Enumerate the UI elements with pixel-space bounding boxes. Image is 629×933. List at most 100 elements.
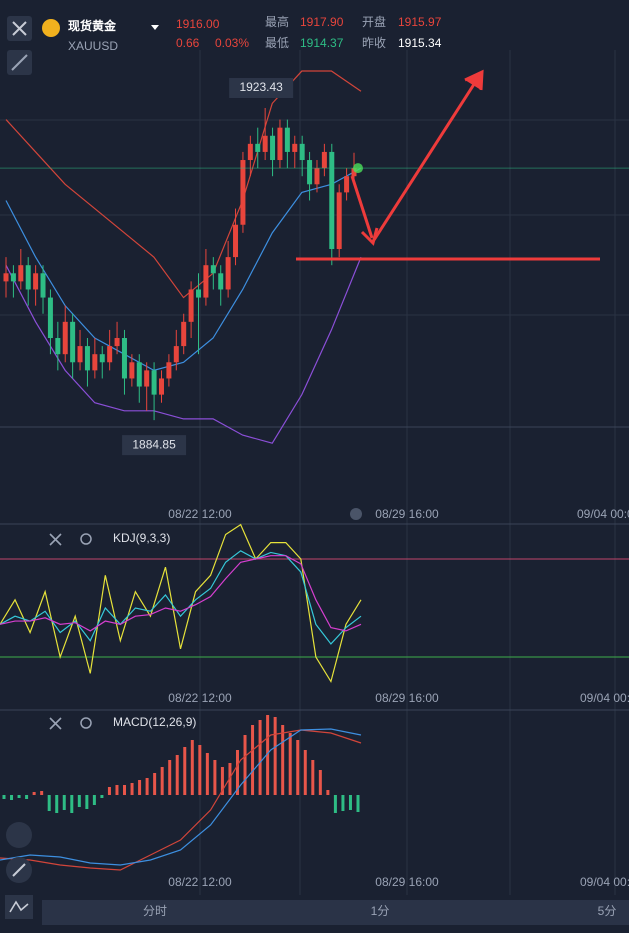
histogram-bar [2,795,6,799]
current-price-dot [353,163,363,174]
histogram-bar [326,790,330,795]
candle-body [99,354,105,363]
indicator-line [0,728,362,866]
histogram-bar [62,795,66,810]
candle-body [299,143,305,161]
candle-body [40,273,46,298]
indicator-line [5,256,362,444]
histogram-bar [243,735,247,795]
candle-body [173,346,179,363]
candle-body [107,346,113,363]
histogram-bar [228,763,232,795]
histogram-bar [311,760,315,795]
candle-body [292,143,298,152]
histogram-bar [160,767,164,795]
candle-body [151,370,157,395]
histogram-bar [47,795,51,811]
histogram-bar [198,745,202,795]
histogram-bar [213,760,217,795]
x-axis-label: 09/04 00:00 [577,507,629,521]
candle-body [55,338,61,355]
candle-body [18,265,24,282]
histogram-bar [258,720,262,795]
close-icon [12,21,27,36]
candle-body [307,160,313,185]
histogram-bar [266,715,270,795]
candle-body [33,273,39,290]
candle-body [70,321,76,363]
x-axis-label: 08/22 12:00 [168,691,232,705]
candle-body [218,273,224,290]
settings-macd[interactable] [80,717,92,729]
min-label-box [122,435,187,456]
candle-body [314,168,320,185]
change-pct: 0.03% [215,36,249,50]
low: 1914.37 [300,36,344,50]
histogram-bar [288,733,292,795]
histogram-bar [273,717,277,795]
histogram-bar [333,795,337,813]
crosshair-dot [350,508,362,520]
min-label: 1884.85 [132,437,176,451]
candle-body [114,338,120,347]
histogram-bar [281,725,285,795]
candle-body [329,151,335,250]
indicator-button[interactable] [6,822,32,848]
dropdown-caret[interactable] [151,25,159,30]
indicator-line [5,70,362,299]
candle-body [3,273,9,282]
period-tab[interactable]: 5分 [598,904,617,918]
low-label: 最低 [265,36,289,50]
candle-body [203,265,209,298]
indicator-line [5,167,362,372]
max-label: 1923.43 [239,80,283,94]
histogram-bar [235,750,239,795]
histogram-bar [251,725,255,795]
histogram-bar [145,778,149,795]
histogram-bar [115,785,119,795]
histogram-bar [168,760,172,795]
x-axis-label: 08/29 16:00 [375,691,439,705]
histogram-bar [10,795,14,800]
close-kdj[interactable] [49,533,62,546]
close-macd[interactable] [49,717,62,730]
histogram-bar [55,795,59,813]
histogram-bar [107,787,111,795]
candle-body [129,362,135,379]
high-label: 最高 [265,14,289,29]
prev-close: 1915.34 [398,36,442,50]
histogram-bar [123,785,127,795]
histogram-bar [205,753,209,795]
histogram-bar [70,795,74,813]
price: 1916.00 [176,17,220,31]
period-tab[interactable]: 1分 [371,904,390,918]
candle-body [240,160,246,225]
symbol-name[interactable]: 现货黄金 [68,18,117,33]
candle-body [284,127,290,152]
histogram-bar [32,792,36,795]
kdj-title: KDJ(9,3,3) [113,531,170,545]
draw-icon [11,54,28,71]
high: 1917.90 [300,15,344,29]
candle-body [336,192,342,250]
candle-body [210,265,216,274]
histogram-bar [220,767,224,795]
histogram-bar [85,795,89,809]
candle-body [92,354,98,371]
candle-body [144,370,150,387]
candle-body [262,135,268,152]
histogram-bar [296,740,300,795]
histogram-bar [318,770,322,795]
x-axis-label: 08/29 16:00 [375,507,439,521]
settings-kdj[interactable] [80,533,92,545]
candle-body [25,265,31,290]
x-axis-label: 08/29 16:00 [375,875,439,889]
candle-body [77,346,83,363]
annotation-arrows [296,69,600,261]
histogram-bar [356,795,360,812]
histogram-bar [138,780,142,795]
period-tab[interactable]: 分时 [143,904,167,918]
